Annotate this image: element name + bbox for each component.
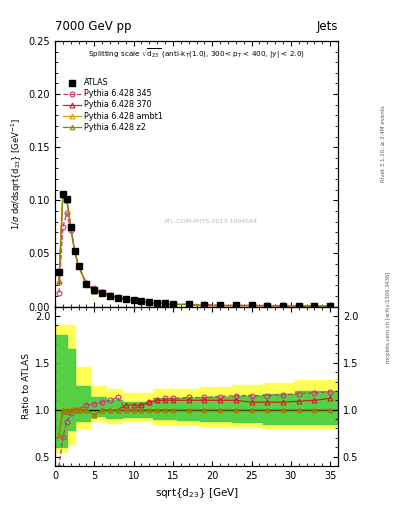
Text: Rivet 3.1.10, ≥ 3.4M events: Rivet 3.1.10, ≥ 3.4M events [381,105,386,182]
Text: mcplots.cern.ch [arXiv:1306.3436]: mcplots.cern.ch [arXiv:1306.3436] [386,272,391,363]
Y-axis label: Ratio to ATLAS: Ratio to ATLAS [22,353,31,419]
Text: ATL-COM-PHYS-2013-1094564: ATL-COM-PHYS-2013-1094564 [163,219,258,224]
Legend: ATLAS, Pythia 6.428 345, Pythia 6.428 370, Pythia 6.428 ambt1, Pythia 6.428 z2: ATLAS, Pythia 6.428 345, Pythia 6.428 37… [62,77,165,133]
Text: Splitting scale $\sqrt{\mathregular{d_{23}}}$ (anti-k$_T$(1.0), 300< p$_T$ < 400: Splitting scale $\sqrt{\mathregular{d_{2… [88,46,305,60]
Text: Jets: Jets [316,20,338,33]
X-axis label: sqrt{d$_{23}$} [GeV]: sqrt{d$_{23}$} [GeV] [154,486,239,500]
Text: 7000 GeV pp: 7000 GeV pp [55,20,132,33]
Y-axis label: 1/$\sigma$ d$\sigma$/dsqrt{d$_{23}$} [GeV$^{-1}$]: 1/$\sigma$ d$\sigma$/dsqrt{d$_{23}$} [Ge… [10,118,24,230]
